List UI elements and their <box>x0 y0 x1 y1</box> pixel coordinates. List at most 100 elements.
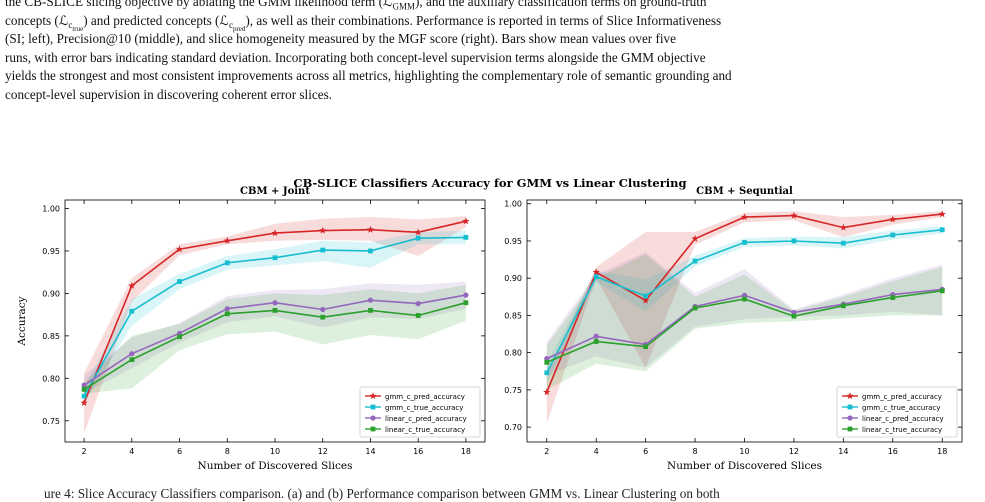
y-tick-label: 0.75 <box>504 386 522 395</box>
y-tick-label: 0.95 <box>504 237 522 246</box>
point-linear_c_true_accuracy <box>368 307 373 313</box>
legend-marker <box>370 404 376 410</box>
point-gmm_c_true_accuracy <box>415 235 421 241</box>
x-tick-label: 14 <box>365 447 375 456</box>
point-linear_c_true_accuracy <box>692 305 698 311</box>
point-gmm_c_pred_accuracy <box>319 226 327 234</box>
legend-marker <box>370 415 376 421</box>
caption-line-4: runs, with error bars indicating standar… <box>5 49 706 65</box>
point-gmm_c_pred_accuracy <box>790 211 798 219</box>
caption-line-5: yields the strongest and most consistent… <box>5 68 732 83</box>
legend-label: gmm_c_pred_accuracy <box>862 393 942 401</box>
legend-label: gmm_c_true_accuracy <box>385 404 463 412</box>
point-gmm_c_pred_accuracy <box>691 234 699 242</box>
caption-line-1: the CB-SLICE slicing objective by ablati… <box>5 0 707 12</box>
point-gmm_c_pred_accuracy <box>175 245 184 253</box>
point-linear_c_true_accuracy <box>81 386 87 392</box>
x-tick-label: 6 <box>643 447 648 456</box>
legend-label: linear_c_true_accuracy <box>385 426 465 434</box>
y-tick-label: 0.80 <box>42 374 60 383</box>
legend-marker <box>847 404 853 410</box>
y-tick-label: 1.00 <box>504 200 522 209</box>
point-gmm_c_true_accuracy <box>791 238 797 244</box>
x-tick-label: 8 <box>693 447 698 456</box>
y-axis-label: Accuracy <box>16 296 28 346</box>
chart-joint: CBM + Joint 2 4 6 8 10 12 14 16 18 0.75 0.80 0.85 0.9… <box>16 186 486 472</box>
point-gmm_c_true_accuracy <box>692 258 698 264</box>
point-linear_c_pred_accuracy <box>129 351 135 357</box>
point-linear_c_pred_accuracy <box>81 382 87 388</box>
point-linear_c_true_accuracy <box>272 307 278 313</box>
point-gmm_c_true_accuracy <box>463 234 469 240</box>
x-tick-label: 18 <box>937 447 947 456</box>
point-linear_c_pred_accuracy <box>415 300 421 307</box>
point-linear_c_true_accuracy <box>840 303 846 309</box>
figure: CB-SLICE Classifiers Accuracy for GMM vs… <box>16 176 963 472</box>
y-tick-label: 0.85 <box>42 332 60 341</box>
point-gmm_c_true_accuracy <box>129 308 135 314</box>
x-tick-label: 14 <box>838 447 848 456</box>
chart-sequential: CBM + Sequntial 2 4 6 8 10 12 14 16 18 0.70 0.75 0.8… <box>504 186 963 472</box>
point-gmm_c_pred_accuracy <box>839 223 847 231</box>
x-tick-label: 10 <box>739 447 749 456</box>
point-linear_c_pred_accuracy <box>463 292 469 298</box>
legend-marker <box>847 415 853 421</box>
legend-marker <box>847 426 853 432</box>
y-tick-label: 0.95 <box>42 247 60 256</box>
point-linear_c_true_accuracy <box>415 313 421 318</box>
y-tick-label: 0.90 <box>42 289 60 298</box>
legend-label: linear_c_pred_accuracy <box>862 415 944 423</box>
point-gmm_c_true_accuracy <box>177 279 182 284</box>
point-gmm_c_true_accuracy <box>840 240 846 246</box>
point-gmm_c_pred_accuracy <box>543 388 551 396</box>
point-gmm_c_pred_accuracy <box>462 217 470 225</box>
x-tick-label: 2 <box>544 447 549 456</box>
x-tick-label: 16 <box>888 447 898 456</box>
point-linear_c_pred_accuracy <box>224 306 230 312</box>
x-tick-label: 16 <box>413 447 423 456</box>
y-tick-label: 0.75 <box>42 417 60 426</box>
point-linear_c_pred_accuracy <box>593 333 599 339</box>
caption-line-3: (SI; left), Precision@10 (middle), and s… <box>5 31 676 46</box>
point-linear_c_true_accuracy <box>544 359 550 365</box>
point-gmm_c_true_accuracy <box>939 227 945 233</box>
chart-title: CBM + Joint <box>240 186 310 197</box>
point-linear_c_true_accuracy <box>320 314 326 320</box>
point-linear_c_true_accuracy <box>643 344 649 350</box>
point-gmm_c_true_accuracy <box>368 248 373 254</box>
figure-suptitle: CB-SLICE Classifiers Accuracy for GMM vs… <box>293 176 686 190</box>
point-gmm_c_pred_accuracy <box>592 268 600 276</box>
legend-marker <box>369 392 377 400</box>
point-gmm_c_true_accuracy <box>320 247 326 253</box>
point-gmm_c_pred_accuracy <box>938 210 946 218</box>
point-gmm_c_pred_accuracy <box>223 236 231 244</box>
legend-box <box>359 386 481 438</box>
band-gmm_c_pred_accuracy <box>546 211 943 424</box>
x-tick-label: 6 <box>177 447 182 456</box>
point-linear_c_pred_accuracy <box>272 300 278 306</box>
figure-caption: the CB-SLICE slicing objective by ablati… <box>5 0 980 104</box>
point-gmm_c_pred_accuracy <box>642 296 650 304</box>
y-tick-label: 0.90 <box>504 274 522 283</box>
x-tick-label: 2 <box>82 447 87 456</box>
point-gmm_c_pred_accuracy <box>414 228 422 236</box>
point-gmm_c_true_accuracy <box>272 255 278 261</box>
point-gmm_c_pred_accuracy <box>889 215 897 223</box>
point-linear_c_true_accuracy <box>129 357 135 363</box>
point-linear_c_true_accuracy <box>890 295 896 300</box>
y-tick-label: 0.80 <box>504 349 522 358</box>
point-linear_c_true_accuracy <box>939 288 945 294</box>
point-linear_c_true_accuracy <box>791 313 797 319</box>
point-gmm_c_pred_accuracy <box>80 399 88 407</box>
point-gmm_c_true_accuracy <box>224 260 230 266</box>
legend-label: gmm_c_true_accuracy <box>862 404 940 412</box>
x-axis-label: Number of Discovered Slices <box>667 460 822 472</box>
point-gmm_c_true_accuracy <box>544 370 550 376</box>
point-linear_c_pred_accuracy <box>544 356 550 362</box>
legend-marker <box>370 426 376 432</box>
legend-label: linear_c_pred_accuracy <box>385 415 467 423</box>
point-linear_c_true_accuracy <box>463 300 469 306</box>
point-linear_c_pred_accuracy <box>367 297 374 303</box>
y-tick-label: 0.85 <box>504 311 522 320</box>
x-axis-label: Number of Discovered Slices <box>198 460 353 472</box>
